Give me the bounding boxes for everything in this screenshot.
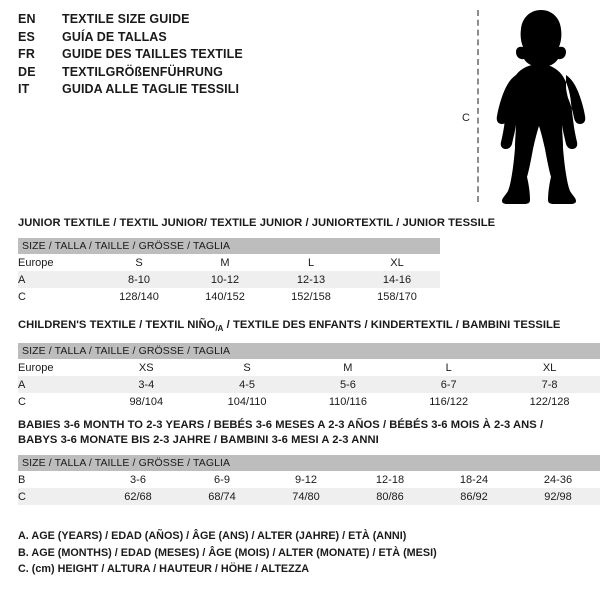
cell: 4-5 — [196, 376, 298, 393]
cell: 6-7 — [398, 376, 500, 393]
cell: 8-10 — [96, 271, 182, 288]
table-row: C 128/140 140/152 152/158 158/170 — [18, 288, 440, 305]
row-label: A — [18, 271, 96, 288]
cell: 24-36 — [543, 473, 573, 486]
cell: 116/122 — [429, 395, 469, 408]
cell: 80/86 — [348, 488, 432, 505]
cell: 12-18 — [375, 473, 405, 486]
row-label: Europe — [18, 256, 54, 269]
cell: 68/74 — [180, 488, 264, 505]
cell: 5-6 — [297, 376, 399, 393]
language-code: ES — [18, 29, 36, 44]
language-code: FR — [18, 47, 36, 61]
language-code: DE — [18, 64, 36, 79]
cell: S — [135, 256, 143, 269]
language-row: ES GUÍA DE TALLAS — [18, 30, 418, 48]
table-row: C 62/68 68/74 74/80 80/86 86/92 92/98 — [18, 488, 600, 505]
section-title-part: CHILDREN'S TEXTILE / TEXTIL NIÑO — [18, 319, 216, 331]
band-label: SIZE / TALLA / TAILLE / GRÖSSE / TAGLIA — [18, 343, 600, 359]
table-row: C 98/104 104/110 110/116 116/122 122/128 — [18, 393, 600, 410]
cell: 110/116 — [328, 395, 367, 408]
dashed-measure-line — [477, 10, 479, 202]
cell: 122/128 — [529, 395, 570, 408]
cell: XS — [138, 361, 154, 374]
measure-label-c: C — [462, 112, 470, 124]
cell: 18-24 — [459, 473, 489, 486]
row-label: B — [18, 473, 26, 486]
row-label: C — [18, 488, 96, 505]
language-row: EN TEXTILE SIZE GUIDE — [18, 12, 418, 30]
cell: XL — [390, 256, 404, 269]
cell: M — [343, 361, 353, 374]
cell: L — [307, 256, 315, 269]
table-band-row: SIZE / TALLA / TAILLE / GRÖSSE / TAGLIA — [18, 238, 440, 254]
table-row: Europe XS S M L XL — [18, 359, 600, 376]
cell: XL — [542, 361, 557, 374]
language-row: FR GUIDE DES TAILLES TEXTILE — [18, 47, 418, 65]
cell: 10-12 — [182, 271, 268, 288]
language-title: TEXTILE SIZE GUIDE — [62, 12, 190, 26]
cell: 86/92 — [432, 488, 516, 505]
language-row: DE TEXTILGRÖßENFÜHRUNG — [18, 65, 418, 83]
section-children-textile: CHILDREN'S TEXTILE / TEXTIL NIÑO/A / TEX… — [18, 318, 600, 410]
language-code: IT — [18, 82, 30, 96]
legend-block: A. AGE (YEARS) / EDAD (AÑOS) / ÂGE (ANS)… — [18, 528, 437, 578]
band-label: SIZE / TALLA / TAILLE / GRÖSSE / TAGLIA — [18, 238, 440, 254]
cell: 3-6 — [130, 473, 146, 486]
cell: 12-13 — [268, 271, 354, 288]
section-title-line2: BABYS 3-6 MONATE BIS 2-3 JAHRE / BAMBINI… — [18, 434, 379, 446]
cell: 104/110 — [227, 395, 267, 408]
row-label: A — [18, 376, 96, 393]
cell: 3-4 — [95, 376, 197, 393]
language-title: TEXTILGRÖßENFÜHRUNG — [62, 64, 223, 79]
section-babies-textile: BABIES 3-6 MONTH TO 2-3 YEARS / BEBÉS 3-… — [18, 418, 600, 505]
language-code: EN — [18, 12, 36, 26]
section-title-subscript: /A — [215, 324, 224, 333]
cell: 140/152 — [205, 290, 245, 303]
cell: L — [445, 361, 452, 374]
cell: 14-16 — [354, 271, 440, 288]
section-title-part: / TEXTILE DES ENFANTS / KINDERTEXTIL / B… — [223, 319, 561, 331]
children-size-table: SIZE / TALLA / TAILLE / GRÖSSE / TAGLIA … — [18, 343, 600, 410]
section-title: CHILDREN'S TEXTILE / TEXTIL NIÑO/A / TEX… — [18, 318, 600, 336]
cell: 7-8 — [499, 376, 600, 393]
cell: 152/158 — [291, 290, 331, 303]
cell: 6-9 — [214, 473, 230, 486]
junior-size-table: SIZE / TALLA / TAILLE / GRÖSSE / TAGLIA … — [18, 238, 440, 305]
band-label: SIZE / TALLA / TAILLE / GRÖSSE / TAGLIA — [18, 455, 600, 471]
legend-line-b: B. AGE (MONTHS) / EDAD (MESES) / ÂGE (MO… — [18, 546, 437, 559]
section-title-line1: BABIES 3-6 MONTH TO 2-3 YEARS / BEBÉS 3-… — [18, 419, 544, 431]
legend-line-c: C. (cm) HEIGHT / ALTURA / HAUTEUR / HÖHE… — [18, 563, 310, 575]
cell: 62/68 — [96, 488, 180, 505]
cell: 128/140 — [119, 290, 159, 303]
cell: M — [220, 256, 230, 269]
table-row: B 3-6 6-9 9-12 12-18 18-24 24-36 — [18, 471, 600, 488]
table-row: Europe S M L XL — [18, 254, 440, 271]
table-band-row: SIZE / TALLA / TAILLE / GRÖSSE / TAGLIA — [18, 343, 600, 359]
cell: 158/170 — [377, 290, 417, 303]
section-junior-textile: JUNIOR TEXTILE / TEXTIL JUNIOR/ TEXTILE … — [18, 216, 495, 305]
cell: 92/98 — [516, 488, 600, 505]
babies-size-table: SIZE / TALLA / TAILLE / GRÖSSE / TAGLIA … — [18, 455, 600, 505]
language-title: GUIDE DES TAILLES TEXTILE — [62, 47, 243, 61]
table-row: A 8-10 10-12 12-13 14-16 — [18, 271, 440, 288]
cell: 74/80 — [264, 488, 348, 505]
language-header: EN TEXTILE SIZE GUIDE ES GUÍA DE TALLAS … — [18, 12, 418, 100]
language-row: IT GUIDA ALLE TAGLIE TESSILI — [18, 82, 418, 100]
language-title: GUIDA ALLE TAGLIE TESSILI — [62, 82, 240, 96]
language-title: GUÍA DE TALLAS — [62, 29, 167, 44]
cell: S — [243, 361, 251, 374]
table-row: A 3-4 4-5 5-6 6-7 7-8 — [18, 376, 600, 393]
row-label: C — [18, 290, 26, 303]
cell: 9-12 — [294, 473, 318, 486]
section-title: JUNIOR TEXTILE / TEXTIL JUNIOR/ TEXTILE … — [18, 217, 496, 229]
table-band-row: SIZE / TALLA / TAILLE / GRÖSSE / TAGLIA — [18, 455, 600, 471]
row-label: C — [18, 395, 26, 408]
toddler-silhouette-icon — [496, 10, 586, 204]
cell: 98/104 — [129, 395, 164, 408]
row-label: Europe — [18, 361, 54, 374]
legend-line-a: A. AGE (YEARS) / EDAD (AÑOS) / ÂGE (ANS)… — [18, 530, 407, 542]
height-measure-figure: C — [462, 8, 592, 204]
